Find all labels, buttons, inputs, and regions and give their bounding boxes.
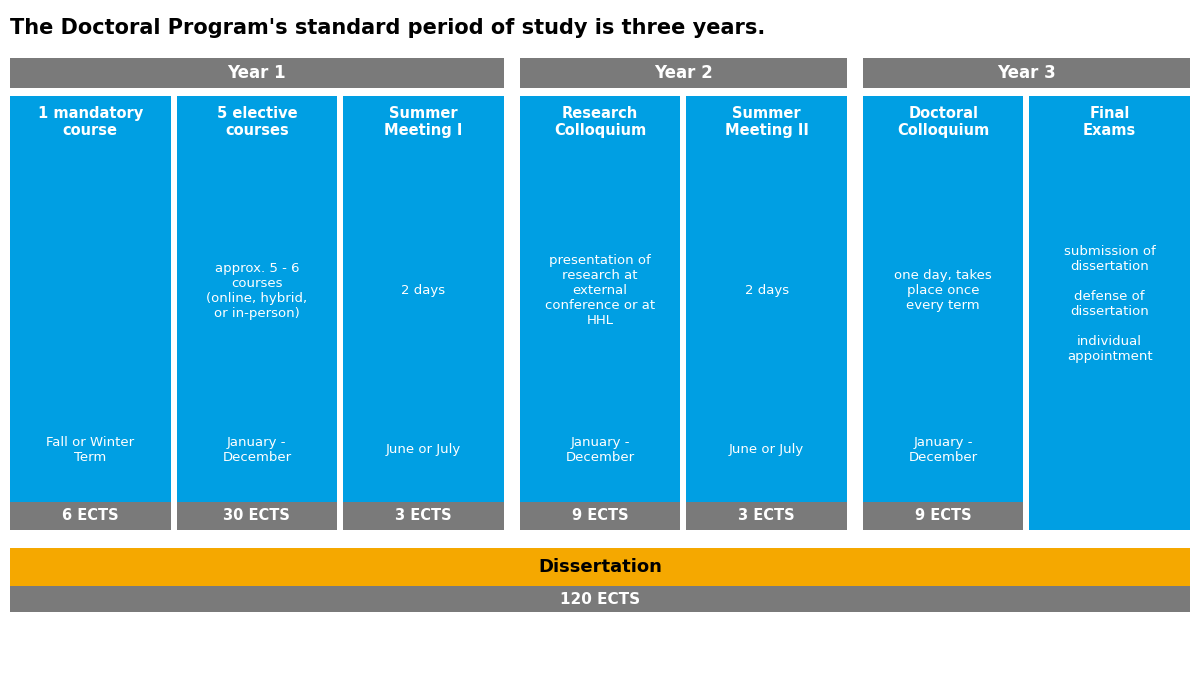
Text: Research
Colloquium: Research Colloquium <box>554 106 646 139</box>
FancyBboxPatch shape <box>863 96 1024 502</box>
Text: 9 ECTS: 9 ECTS <box>571 509 629 523</box>
Text: Doctoral
Colloquium: Doctoral Colloquium <box>898 106 989 139</box>
Text: Summer
Meeting II: Summer Meeting II <box>725 106 809 139</box>
Text: 6 ECTS: 6 ECTS <box>62 509 119 523</box>
Text: Year 1: Year 1 <box>228 64 286 82</box>
Text: January -
December: January - December <box>565 436 635 464</box>
FancyBboxPatch shape <box>10 58 504 88</box>
Text: approx. 5 - 6
courses
(online, hybrid,
or in-person): approx. 5 - 6 courses (online, hybrid, o… <box>206 262 307 320</box>
Text: 3 ECTS: 3 ECTS <box>395 509 451 523</box>
Text: January -
December: January - December <box>908 436 978 464</box>
Text: 3 ECTS: 3 ECTS <box>738 509 794 523</box>
Text: 30 ECTS: 30 ECTS <box>223 509 290 523</box>
Text: Year 2: Year 2 <box>654 64 713 82</box>
FancyBboxPatch shape <box>520 58 847 88</box>
FancyBboxPatch shape <box>863 502 1024 530</box>
Text: presentation of
research at
external
conference or at
HHL: presentation of research at external con… <box>545 254 655 327</box>
Text: Dissertation: Dissertation <box>538 558 662 576</box>
FancyBboxPatch shape <box>10 548 1190 586</box>
Text: 9 ECTS: 9 ECTS <box>914 509 972 523</box>
FancyBboxPatch shape <box>10 586 1190 612</box>
Text: Summer
Meeting I: Summer Meeting I <box>384 106 463 139</box>
Text: 120 ECTS: 120 ECTS <box>560 591 640 607</box>
FancyBboxPatch shape <box>686 96 847 502</box>
Text: The Doctoral Program's standard period of study is three years.: The Doctoral Program's standard period o… <box>10 18 766 38</box>
FancyBboxPatch shape <box>176 96 337 502</box>
FancyBboxPatch shape <box>10 96 170 502</box>
FancyBboxPatch shape <box>343 96 504 502</box>
Text: June or July: June or July <box>386 443 461 456</box>
Text: 2 days: 2 days <box>401 284 445 297</box>
FancyBboxPatch shape <box>863 58 1190 88</box>
Text: Year 3: Year 3 <box>997 64 1056 82</box>
Text: 1 mandatory
course: 1 mandatory course <box>37 106 143 139</box>
FancyBboxPatch shape <box>10 502 170 530</box>
Text: Fall or Winter
Term: Fall or Winter Term <box>47 436 134 464</box>
FancyBboxPatch shape <box>343 502 504 530</box>
FancyBboxPatch shape <box>1030 96 1190 530</box>
Text: June or July: June or July <box>728 443 804 456</box>
FancyBboxPatch shape <box>520 96 680 502</box>
Text: 5 elective
courses: 5 elective courses <box>216 106 298 139</box>
Text: 2 days: 2 days <box>744 284 788 297</box>
Text: submission of
dissertation

defense of
dissertation

individual
appointment: submission of dissertation defense of di… <box>1064 245 1156 363</box>
FancyBboxPatch shape <box>520 502 680 530</box>
FancyBboxPatch shape <box>686 502 847 530</box>
Text: one day, takes
place once
every term: one day, takes place once every term <box>894 269 992 312</box>
Text: Final
Exams: Final Exams <box>1084 106 1136 139</box>
FancyBboxPatch shape <box>176 502 337 530</box>
Text: January -
December: January - December <box>222 436 292 464</box>
